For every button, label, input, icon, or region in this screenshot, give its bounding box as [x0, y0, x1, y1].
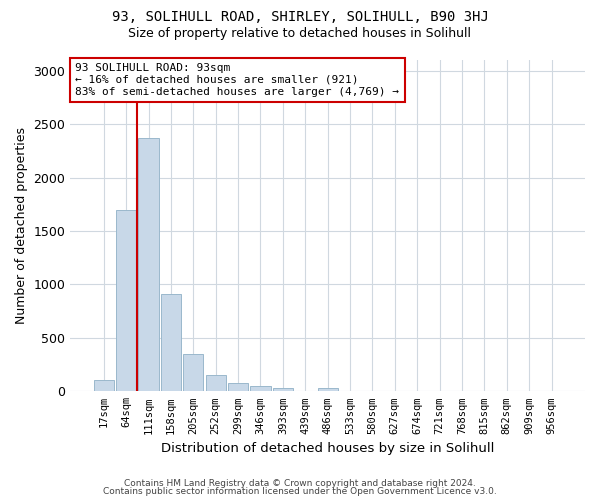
Bar: [183, 354, 203, 392]
Bar: [228, 384, 248, 392]
Bar: [273, 388, 293, 392]
Bar: [317, 388, 338, 392]
X-axis label: Distribution of detached houses by size in Solihull: Distribution of detached houses by size …: [161, 442, 494, 455]
Y-axis label: Number of detached properties: Number of detached properties: [15, 127, 28, 324]
Bar: [161, 294, 181, 392]
Text: Size of property relative to detached houses in Solihull: Size of property relative to detached ho…: [128, 28, 472, 40]
Bar: [250, 386, 271, 392]
Bar: [116, 210, 136, 392]
Text: Contains public sector information licensed under the Open Government Licence v3: Contains public sector information licen…: [103, 487, 497, 496]
Text: 93 SOLIHULL ROAD: 93sqm
← 16% of detached houses are smaller (921)
83% of semi-d: 93 SOLIHULL ROAD: 93sqm ← 16% of detache…: [76, 64, 400, 96]
Text: Contains HM Land Registry data © Crown copyright and database right 2024.: Contains HM Land Registry data © Crown c…: [124, 478, 476, 488]
Bar: [206, 376, 226, 392]
Bar: [139, 138, 158, 392]
Bar: [94, 380, 114, 392]
Text: 93, SOLIHULL ROAD, SHIRLEY, SOLIHULL, B90 3HJ: 93, SOLIHULL ROAD, SHIRLEY, SOLIHULL, B9…: [112, 10, 488, 24]
